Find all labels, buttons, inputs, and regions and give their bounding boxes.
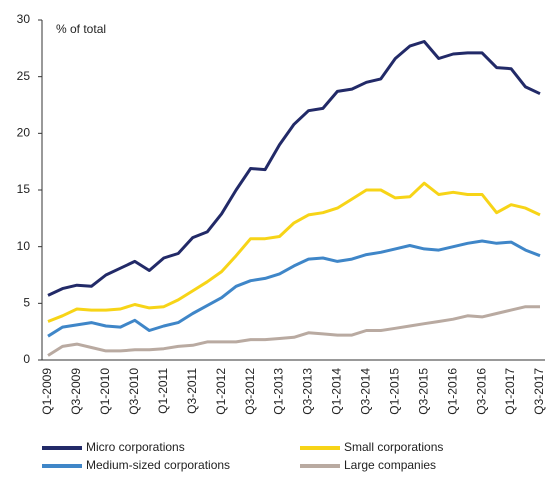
y-tick-label: 30 <box>17 12 31 26</box>
legend-label: Large companies <box>344 458 436 472</box>
x-tick-label: Q3-2016 <box>474 368 488 415</box>
x-tick-label: Q1-2009 <box>40 368 54 415</box>
y-tick-label: 10 <box>17 239 31 253</box>
x-tick-label: Q1-2013 <box>272 368 286 415</box>
series-line <box>47 305 540 357</box>
x-tick-label: Q3-2009 <box>69 368 83 415</box>
x-tick-label: Q3-2017 <box>532 368 546 415</box>
legend-label: Medium-sized corporations <box>86 458 230 472</box>
x-tick-label: Q1-2010 <box>98 368 112 415</box>
x-tick-label: Q3-2014 <box>359 368 373 415</box>
x-tick-label: Q3-2011 <box>185 368 199 414</box>
annotation: % of total <box>56 22 106 36</box>
y-tick-label: 15 <box>17 182 31 196</box>
x-tick-label: Q3-2015 <box>416 368 430 415</box>
x-tick-label: Q1-2011 <box>156 368 170 414</box>
x-tick-label: Q1-2015 <box>387 368 401 415</box>
y-tick-label: 25 <box>17 69 31 83</box>
x-tick-label: Q3-2010 <box>127 368 141 415</box>
x-tick-label: Q3-2012 <box>243 368 257 415</box>
y-tick-label: 5 <box>23 296 30 310</box>
x-tick-label: Q3-2013 <box>301 368 315 415</box>
legend-label: Small corporations <box>344 440 443 454</box>
series-line <box>47 40 541 297</box>
legend-label: Micro corporations <box>86 440 185 454</box>
y-tick-label: 20 <box>17 126 31 140</box>
x-tick-label: Q1-2012 <box>214 368 228 415</box>
y-tick-label: 0 <box>23 352 30 366</box>
x-tick-label: Q1-2014 <box>330 368 344 415</box>
series-line <box>47 181 541 323</box>
series-line <box>47 239 541 338</box>
x-tick-label: Q1-2017 <box>503 368 517 415</box>
x-tick-label: Q1-2016 <box>445 368 459 415</box>
